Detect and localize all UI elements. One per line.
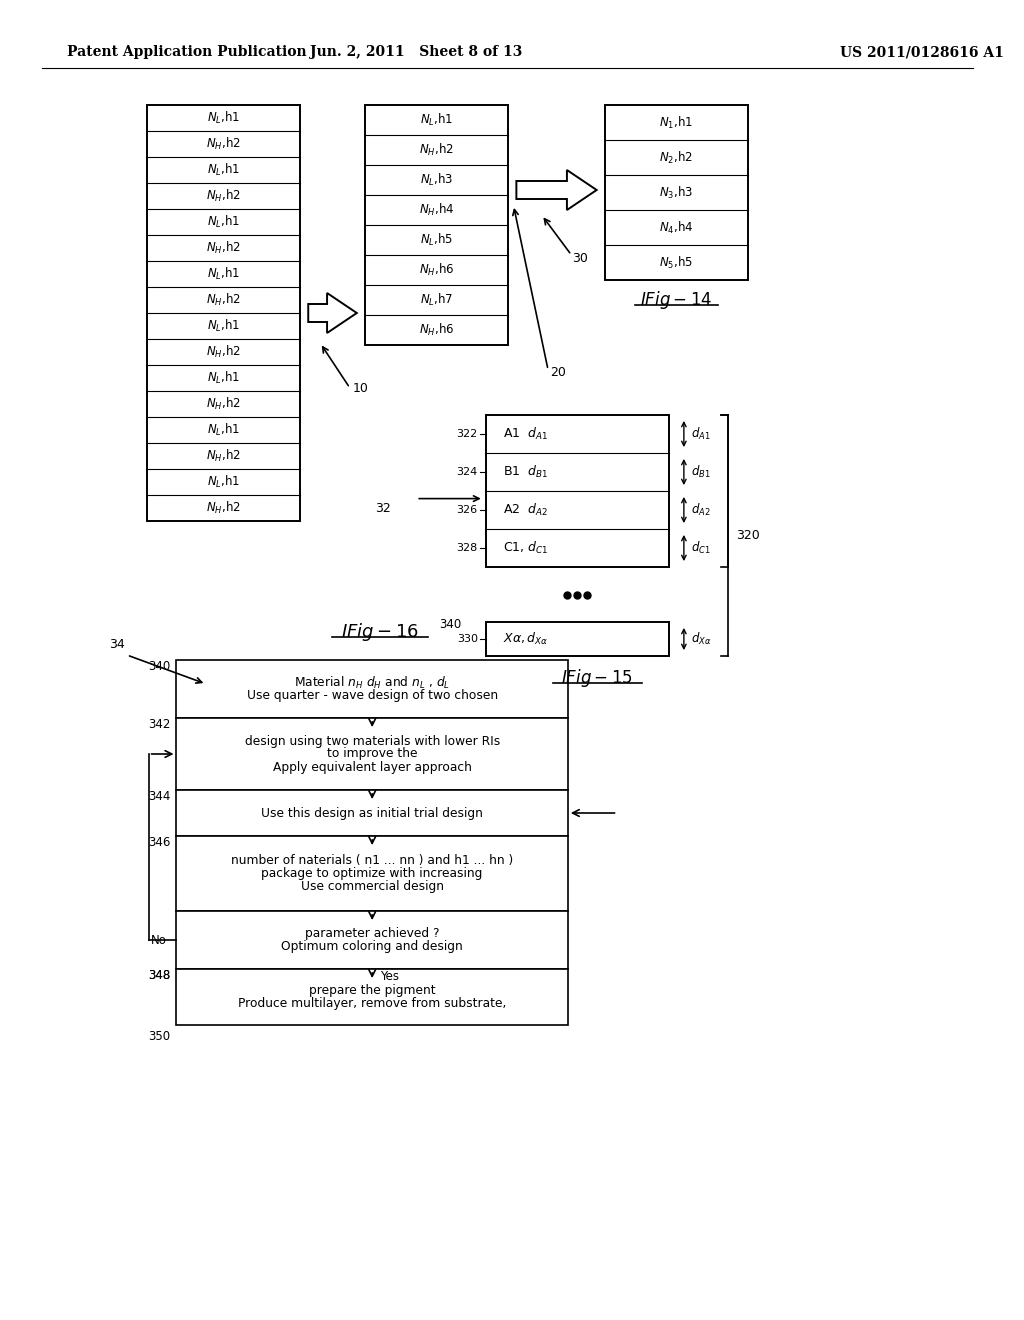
Text: $N_H$,h2: $N_H$,h2 [206,240,241,256]
Text: 30: 30 [572,252,588,264]
Text: B1  $d_{B1}$: B1 $d_{B1}$ [504,463,549,480]
Text: 348: 348 [148,969,170,982]
Text: Jun. 2, 2011   Sheet 8 of 13: Jun. 2, 2011 Sheet 8 of 13 [310,45,522,59]
Text: Produce multilayer, remove from substrate,: Produce multilayer, remove from substrat… [238,997,506,1010]
Text: $N_L$,h1: $N_L$,h1 [207,265,241,282]
Text: $N_L$,h1: $N_L$,h1 [207,110,241,125]
Text: 340: 340 [439,618,462,631]
Bar [176,718,568,789]
Text: Patent Application Publication: Patent Application Publication [68,45,307,59]
Bar [485,622,669,656]
Text: 326: 326 [457,506,478,515]
Text: 340: 340 [148,660,170,673]
Text: 10: 10 [353,381,369,395]
Text: $N_H$,h2: $N_H$,h2 [206,396,241,412]
Text: $N_L$,h1: $N_L$,h1 [207,370,241,385]
Text: $N_L$,h3: $N_L$,h3 [420,172,454,187]
Bar [146,106,300,521]
Text: $N_L$,h1: $N_L$,h1 [207,474,241,490]
Bar [604,106,749,280]
Text: A1  $d_{A1}$: A1 $d_{A1}$ [504,426,549,442]
Text: $N_1$,h1: $N_1$,h1 [659,115,693,131]
Text: $N_H$,h4: $N_H$,h4 [419,202,455,218]
Text: Use commercial design: Use commercial design [301,880,443,894]
Text: $N_H$,h6: $N_H$,h6 [419,261,455,279]
Bar [485,414,669,568]
Text: $N_3$,h3: $N_3$,h3 [659,185,693,201]
Text: 322: 322 [457,429,478,440]
Text: parameter achieved ?: parameter achieved ? [305,927,439,940]
Text: $N_L$,h1: $N_L$,h1 [207,318,241,334]
Text: $N_H$,h2: $N_H$,h2 [206,292,241,308]
Text: 344: 344 [148,789,170,803]
Text: 346: 346 [148,836,170,849]
Text: prepare the pigment: prepare the pigment [309,983,435,997]
Text: design using two materials with lower RIs: design using two materials with lower RI… [245,734,500,747]
Text: Yes: Yes [380,970,399,983]
Bar [176,660,568,718]
Text: 34: 34 [109,639,125,652]
Text: $N_L$,h1: $N_L$,h1 [207,422,241,438]
Bar [176,789,568,836]
Text: 320: 320 [736,529,760,543]
Text: $N_H$,h6: $N_H$,h6 [419,322,455,338]
Text: Use quarter - wave design of two chosen: Use quarter - wave design of two chosen [247,689,498,702]
Text: $N_L$,h5: $N_L$,h5 [420,232,454,248]
Text: $N_H$,h2: $N_H$,h2 [206,447,241,465]
Text: $N_H$,h2: $N_H$,h2 [206,500,241,516]
Text: package to optimize with increasing: package to optimize with increasing [261,867,483,880]
Text: number of naterials ( n1 ... nn ) and h1 ... hn ): number of naterials ( n1 ... nn ) and h1… [231,854,513,867]
Text: A2  $d_{A2}$: A2 $d_{A2}$ [504,502,549,517]
Text: $N_H$,h2: $N_H$,h2 [206,187,241,205]
Polygon shape [516,170,597,210]
Text: $X\alpha,d_{X\alpha}$: $X\alpha,d_{X\alpha}$ [504,631,549,647]
Text: $N_H$,h2: $N_H$,h2 [206,345,241,360]
Text: $\it{IFig-14}$: $\it{IFig-14}$ [640,289,713,312]
Text: $N_L$,h7: $N_L$,h7 [420,292,454,308]
Text: $d_{B1}$: $d_{B1}$ [691,463,711,480]
Text: $N_H$,h2: $N_H$,h2 [419,143,454,158]
Text: $N_5$,h5: $N_5$,h5 [659,255,693,271]
Text: $N_4$,h4: $N_4$,h4 [659,219,693,235]
Text: $N_L$,h1: $N_L$,h1 [207,214,241,230]
Bar [176,911,568,969]
Text: Optimum coloring and design: Optimum coloring and design [282,940,463,953]
Text: $N_H$,h2: $N_H$,h2 [206,136,241,152]
Text: 20: 20 [550,367,566,380]
Text: $\it{IFig-15}$: $\it{IFig-15}$ [561,667,633,689]
Text: 350: 350 [148,1030,170,1043]
Text: $N_2$,h2: $N_2$,h2 [659,149,693,165]
Text: 328: 328 [457,543,478,553]
Text: 324: 324 [457,467,478,477]
Text: $d_{A1}$: $d_{A1}$ [691,426,711,442]
Text: 342: 342 [148,718,170,731]
Bar [365,106,509,345]
Text: 348: 348 [148,969,170,982]
Text: $d_{X\alpha}$: $d_{X\alpha}$ [691,631,712,647]
Text: $d_{A2}$: $d_{A2}$ [691,502,711,517]
Text: $N_L$,h1: $N_L$,h1 [207,162,241,178]
Text: Apply equivalent layer approach: Apply equivalent layer approach [272,760,472,774]
Polygon shape [308,293,356,333]
Bar [176,969,568,1026]
Text: $N_L$,h1: $N_L$,h1 [420,112,454,128]
Text: C1, $d_{C1}$: C1, $d_{C1}$ [504,540,549,556]
Bar [176,836,568,911]
Text: $d_{C1}$: $d_{C1}$ [691,540,711,556]
Text: to improve the: to improve the [327,747,418,760]
Text: Use this design as initial trial design: Use this design as initial trial design [261,807,483,820]
Text: US 2011/0128616 A1: US 2011/0128616 A1 [840,45,1004,59]
Text: 32: 32 [375,502,390,515]
Text: 330: 330 [457,634,478,644]
Text: No: No [151,933,167,946]
Text: Material $n_H$ $d_H$ and $n_L$ , $d_L$: Material $n_H$ $d_H$ and $n_L$ , $d_L$ [294,675,451,690]
Text: $\it{IFig-16}$: $\it{IFig-16}$ [341,620,419,643]
